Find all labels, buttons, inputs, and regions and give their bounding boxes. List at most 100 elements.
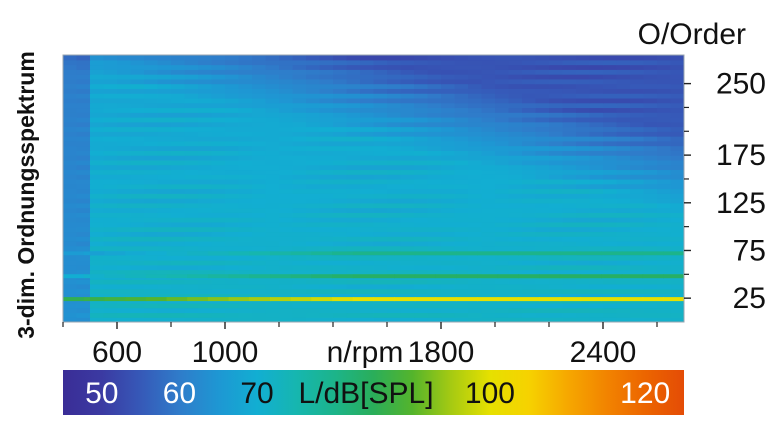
y-tick-label: 75: [733, 234, 766, 267]
heatmap-cell: [630, 231, 645, 237]
order-line-segment: [290, 251, 312, 256]
heatmap-cell: [292, 193, 307, 199]
heatmap-cell: [63, 74, 78, 80]
order-line-segment: [166, 251, 188, 256]
heatmap-cell: [630, 64, 645, 70]
heatmap-cell: [265, 217, 280, 223]
order-line-segment: [477, 274, 499, 279]
heatmap-cell: [117, 78, 132, 85]
heatmap-cell: [535, 198, 550, 204]
x-tick-label: 1800: [408, 336, 475, 369]
heatmap-cell: [211, 312, 226, 318]
heatmap-cell: [211, 102, 226, 109]
heatmap-cell: [400, 307, 415, 314]
heatmap-cell: [171, 231, 186, 237]
heatmap-cell: [630, 136, 645, 142]
heatmap-cell: [495, 150, 510, 156]
heatmap-cell: [630, 78, 645, 85]
heatmap-cell: [103, 221, 118, 228]
heatmap-cell: [238, 288, 253, 294]
heatmap-cell: [171, 317, 186, 322]
heatmap-cell: [90, 183, 105, 190]
heatmap-cell: [603, 317, 618, 322]
heatmap-cell: [360, 188, 375, 194]
heatmap-cell: [346, 207, 361, 213]
heatmap-cell: [279, 193, 294, 199]
heatmap-cell: [63, 226, 78, 233]
order-line-segment: [83, 297, 105, 302]
heatmap-cell: [198, 116, 213, 123]
heatmap-cell: [468, 145, 483, 151]
order-line-segment: [580, 274, 602, 279]
heatmap-cell: [670, 188, 684, 194]
heatmap-cell: [292, 121, 307, 128]
heatmap-cell: [603, 55, 618, 61]
heatmap-cell: [117, 83, 132, 89]
heatmap-cell: [279, 136, 294, 142]
heatmap-cell: [468, 236, 483, 242]
heatmap-cell: [481, 121, 496, 128]
heatmap-cell: [522, 317, 537, 322]
heatmap-cell: [130, 240, 145, 247]
heatmap-cell: [657, 174, 672, 180]
heatmap-cell: [427, 150, 442, 156]
heatmap-cell: [157, 198, 172, 204]
heatmap-cell: [103, 69, 118, 75]
heatmap-cell: [400, 260, 415, 266]
heatmap-cell: [589, 226, 604, 233]
heatmap-cell: [90, 126, 105, 132]
heatmap-cell: [373, 97, 388, 104]
heatmap-cell: [292, 169, 307, 175]
heatmap-cell: [414, 140, 429, 147]
heatmap-cell: [603, 198, 618, 204]
heatmap-cell: [346, 193, 361, 199]
heatmap-cell: [306, 97, 321, 104]
heatmap-cell: [346, 217, 361, 223]
heatmap-cell: [184, 288, 199, 294]
heatmap-cell: [454, 121, 469, 128]
heatmap-cell: [130, 193, 145, 199]
heatmap-cell: [400, 155, 415, 161]
heatmap-cell: [387, 93, 402, 99]
heatmap-cell: [414, 240, 429, 247]
heatmap-cell: [184, 159, 199, 166]
heatmap-cell: [643, 145, 658, 151]
heatmap-cell: [454, 288, 469, 294]
heatmap-cell: [346, 112, 361, 118]
heatmap-cell: [306, 164, 321, 171]
heatmap-cell: [670, 59, 684, 66]
heatmap-cell: [373, 312, 388, 318]
heatmap-cell: [225, 69, 240, 75]
heatmap-cell: [414, 88, 429, 94]
heatmap-cell: [157, 97, 172, 104]
heatmap-cell: [279, 69, 294, 75]
heatmap-cell: [292, 64, 307, 70]
heatmap-cell: [306, 69, 321, 75]
heatmap-cell: [252, 112, 267, 118]
heatmap-cell: [117, 159, 132, 166]
heatmap-cell: [549, 112, 564, 118]
heatmap-cell: [427, 231, 442, 237]
heatmap-cell: [225, 74, 240, 80]
heatmap-cell: [535, 55, 550, 61]
heatmap-cell: [441, 255, 456, 261]
heatmap-cell: [481, 93, 496, 99]
heatmap-cell: [495, 126, 510, 132]
heatmap-cell: [171, 217, 186, 223]
heatmap-cell: [238, 269, 253, 275]
heatmap-cell: [333, 264, 348, 271]
heatmap-cell: [130, 279, 145, 285]
heatmap-cell: [468, 174, 483, 180]
heatmap-cell: [400, 140, 415, 147]
heatmap-cell: [414, 59, 429, 66]
heatmap-cell: [427, 178, 442, 185]
heatmap-cell: [576, 116, 591, 123]
heatmap-cell: [252, 136, 267, 142]
heatmap-cell: [333, 288, 348, 294]
heatmap-cell: [117, 269, 132, 275]
heatmap-cell: [319, 312, 334, 318]
heatmap-cell: [346, 140, 361, 147]
heatmap-cell: [265, 107, 280, 113]
heatmap-cell: [643, 150, 658, 156]
heatmap-cell: [211, 269, 226, 275]
